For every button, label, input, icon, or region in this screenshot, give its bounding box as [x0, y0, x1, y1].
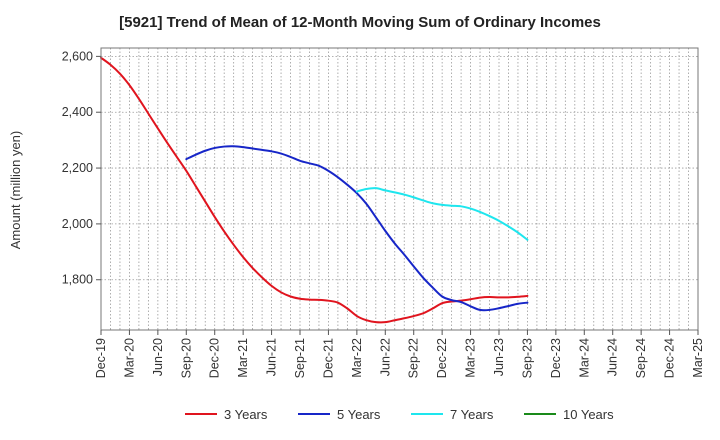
x-tick-label: Dec-19 [94, 338, 108, 378]
legend-label-3-years: 3 Years [224, 407, 268, 422]
plot-frame [100, 47, 699, 331]
x-tick-label: Jun-21 [265, 338, 279, 376]
y-axis: 1,800 2,000 2,200 2,400 2,600 [62, 49, 101, 287]
x-tick-label: Dec-23 [549, 338, 563, 378]
y-tick-label: 2,600 [62, 49, 93, 63]
x-tick-label: Mar-25 [691, 338, 705, 378]
chart-title: [5921] Trend of Mean of 12-Month Moving … [119, 14, 601, 31]
x-tick-label: Mar-23 [464, 338, 478, 378]
series-line-5-years [185, 145, 529, 312]
y-tick-label: 2,200 [62, 161, 93, 175]
x-tick-label: Sep-21 [293, 338, 307, 378]
series-line-7-years [355, 187, 529, 241]
x-tick-label: Dec-21 [321, 338, 335, 378]
x-tick-label: Dec-22 [435, 338, 449, 378]
x-tick-label: Jun-24 [606, 338, 620, 376]
x-tick-label: Jun-22 [378, 338, 392, 376]
x-tick-label: Jun-23 [492, 338, 506, 376]
legend: 3 Years 5 Years 7 Years 10 Years [185, 407, 614, 422]
y-tick-label: 1,800 [62, 273, 93, 287]
x-tick-label: Sep-22 [407, 338, 421, 378]
grid-layer [101, 48, 698, 330]
x-tick-label: Mar-20 [122, 338, 136, 378]
x-tick-label: Mar-24 [577, 338, 591, 378]
x-tick-label: Sep-24 [634, 338, 648, 378]
series-line-3-years [100, 56, 529, 324]
y-axis-label: Amount (million yen) [8, 131, 23, 250]
x-tick-label: Sep-20 [179, 338, 193, 378]
legend-label-7-years: 7 Years [450, 407, 494, 422]
series-layer [100, 56, 529, 324]
x-tick-label: Mar-22 [350, 338, 364, 378]
y-tick-label: 2,000 [62, 217, 93, 231]
x-tick-label: Dec-24 [663, 338, 677, 378]
x-axis: Dec-19 Mar-20 Jun-20 Sep-20 Dec-20 Mar-21 Jun-… [94, 330, 705, 378]
legend-label-10-years: 10 Years [563, 407, 614, 422]
legend-label-5-years: 5 Years [337, 407, 381, 422]
y-tick-label: 2,400 [62, 105, 93, 119]
x-tick-label: Jun-20 [151, 338, 165, 376]
x-tick-label: Dec-20 [208, 338, 222, 378]
x-tick-label: Mar-21 [236, 338, 250, 378]
x-tick-label: Sep-23 [520, 338, 534, 378]
